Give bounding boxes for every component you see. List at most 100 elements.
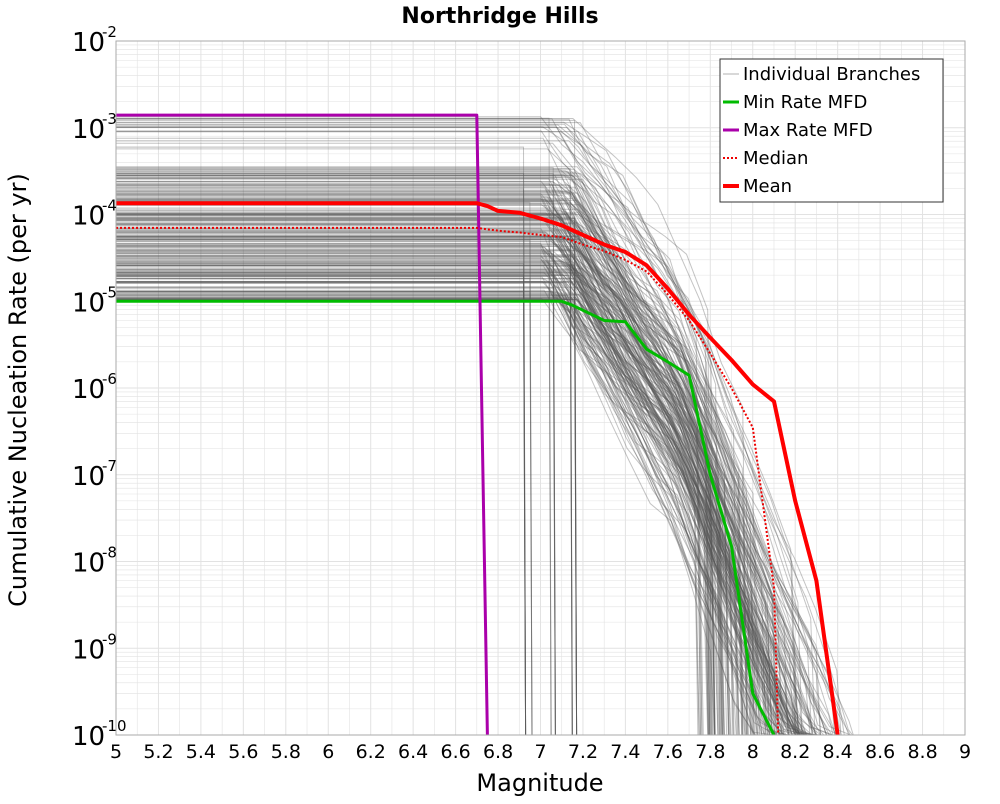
branch-curve <box>116 275 757 736</box>
x-tick-label: 6.8 <box>483 741 513 763</box>
x-tick-label: 7.6 <box>653 741 683 763</box>
mean-line <box>116 201 840 736</box>
legend: Individual Branches Min Rate MFD Max Rate … <box>719 58 944 203</box>
branch-curve <box>116 168 573 736</box>
branch-curve <box>116 249 824 736</box>
branch-curve <box>116 200 785 736</box>
branch-curve <box>116 255 790 736</box>
branch-curve <box>116 170 783 736</box>
branch-curve <box>116 273 737 736</box>
y-tick-exponent: -4 <box>102 197 117 215</box>
branch-curve <box>116 177 716 736</box>
branch-curve <box>116 177 814 736</box>
branch-curve <box>116 292 732 736</box>
branch-curve <box>116 214 817 736</box>
branch-curve <box>116 273 788 736</box>
branch-curve <box>116 118 748 736</box>
branch-curve <box>116 170 743 736</box>
y-tick-label: 10 <box>72 722 105 752</box>
branch-curve <box>116 235 821 736</box>
branch-curve <box>116 185 573 736</box>
branch-curve <box>116 291 527 736</box>
branch-curve <box>116 244 759 736</box>
branch-curve <box>116 237 573 736</box>
branch-curve <box>116 230 811 736</box>
branch-curve <box>116 256 746 736</box>
branch-curve <box>116 197 853 736</box>
branch-curve <box>116 217 578 736</box>
branch-curve <box>116 213 805 736</box>
branch-curve <box>116 287 556 736</box>
branch-curve <box>116 264 552 736</box>
branch-curve <box>116 125 816 736</box>
legend-item: Max Rate MFD <box>723 120 873 141</box>
branch-curve <box>116 188 527 736</box>
y-tick-exponent: -5 <box>102 283 117 301</box>
branch-curve <box>116 238 552 736</box>
branch-curve <box>116 185 699 736</box>
y-tick-exponent: -8 <box>102 544 117 562</box>
branch-curve <box>116 127 721 736</box>
branch-curve <box>116 222 826 736</box>
branch-curve <box>116 246 720 736</box>
branch-curve <box>116 228 768 736</box>
legend-label: Min Rate MFD <box>743 92 867 113</box>
branch-curve <box>116 208 858 736</box>
branch-curve <box>116 239 533 736</box>
branch-curve <box>116 119 578 736</box>
branch-curve <box>116 235 858 736</box>
branch-curve <box>116 214 752 736</box>
branch-curve <box>116 287 709 736</box>
branch-curve <box>116 168 749 736</box>
branch-curve <box>116 260 780 736</box>
branch-curve <box>116 234 793 736</box>
y-tick-label: 10 <box>72 549 105 579</box>
legend-item: Individual Branches <box>723 64 920 85</box>
branch-curve <box>116 146 527 736</box>
branch-curve <box>116 253 556 736</box>
branch-curve <box>116 204 797 736</box>
branch-curve <box>116 228 716 736</box>
branch-curve <box>116 273 527 736</box>
branch-curve <box>116 294 734 736</box>
branch-curve <box>116 275 709 736</box>
branch-curve <box>116 267 725 736</box>
y-axis-label: Cumulative Nucleation Rate (per yr) <box>4 173 32 607</box>
branch-curve <box>116 124 712 736</box>
branch-curve <box>116 272 839 736</box>
branch-curve <box>116 298 763 736</box>
x-tick-label: 8.2 <box>780 741 810 763</box>
y-tick-label: 10 <box>72 288 105 318</box>
branch-curve <box>116 117 552 736</box>
branch-curve <box>116 173 556 736</box>
branch-curve <box>116 236 711 736</box>
branch-curve <box>116 174 760 736</box>
branch-curve <box>116 281 747 736</box>
branch-curve <box>116 199 722 736</box>
x-tick-label: 7.2 <box>568 741 598 763</box>
x-tick-label: 6.6 <box>440 741 470 763</box>
branch-curve <box>116 229 799 736</box>
branch-curve <box>116 256 700 736</box>
branch-curve <box>116 175 803 736</box>
branch-curve <box>116 205 828 736</box>
x-tick-label: 5.2 <box>143 741 173 763</box>
branch-curve <box>116 224 714 736</box>
branch-curve <box>116 217 799 736</box>
y-tick-exponent: -2 <box>102 23 117 41</box>
branch-curve <box>116 265 753 736</box>
branch-curve <box>116 121 739 736</box>
branch-curve <box>116 199 730 736</box>
branch-curve <box>116 295 573 736</box>
y-tick-exponent: -6 <box>102 370 117 388</box>
branch-curve <box>116 244 719 736</box>
branch-curve <box>116 298 785 736</box>
y-tick-label: 10 <box>72 115 105 145</box>
x-tick-label: 5.8 <box>271 741 301 763</box>
branch-curve <box>116 235 809 736</box>
branch-curve <box>116 236 716 736</box>
branch-curve <box>116 251 814 736</box>
branch-curve <box>116 212 826 736</box>
branch-curve <box>116 201 755 736</box>
